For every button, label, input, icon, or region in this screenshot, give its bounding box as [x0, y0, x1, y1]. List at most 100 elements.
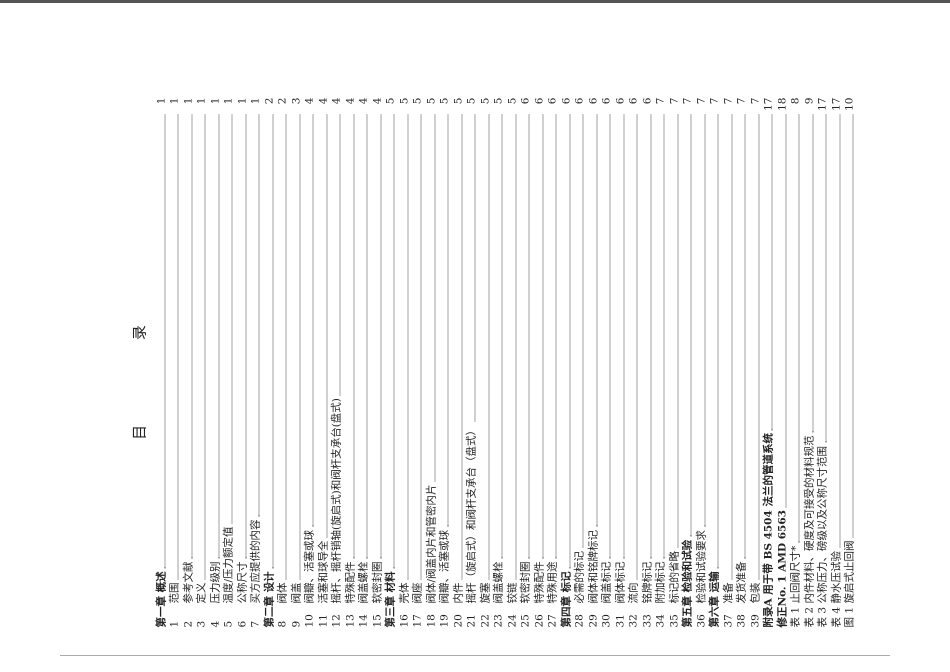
- toc-entry: 5 温度/压力额定值 1: [222, 98, 236, 628]
- toc-entry: 4 压力级别 1: [209, 98, 223, 628]
- entry-label: 阀盖螺栓: [357, 561, 370, 604]
- dot-leader: [852, 114, 854, 538]
- entry-label: 温度/压力额定值: [222, 526, 235, 604]
- toc-entry: 14 阀盖螺栓 4: [357, 98, 371, 628]
- toc-entry: 36 检验和试验要求 7: [695, 98, 709, 628]
- entry-page-number: 5: [398, 97, 410, 105]
- dot-leader: [339, 114, 341, 396]
- entry-page-number: 5: [506, 97, 518, 105]
- dot-leader: [380, 114, 381, 559]
- toc-entry: 表 2 内件材料、硬度及可接受的材料规范 9: [803, 98, 817, 628]
- entry-label: 附加标记: [654, 561, 667, 604]
- entry-page-number: 10: [843, 97, 856, 111]
- dot-leader: [326, 114, 327, 538]
- entry-label: 第四章 标记: [560, 571, 572, 628]
- entry-number: 21: [465, 614, 478, 628]
- dot-leader: [272, 114, 273, 569]
- entry-number: 7: [249, 620, 262, 628]
- entry-label: 内件: [452, 582, 464, 604]
- entry-label: 发货准备: [735, 561, 748, 604]
- entry-page-number: 6: [546, 97, 559, 105]
- toc-entry: 29 阀体和铭牌标记 6: [587, 98, 601, 628]
- toc-entry: 26 特殊配件 6: [533, 98, 547, 628]
- entry-page-number: 17: [830, 97, 842, 111]
- dot-leader: [650, 114, 651, 559]
- dot-leader: [231, 114, 233, 524]
- toc-entry: 28 必需的标记 6: [573, 98, 587, 628]
- dot-leader: [488, 114, 489, 580]
- toc-entry: 17 阀座 5: [411, 98, 425, 628]
- entry-number: 36: [695, 614, 707, 628]
- entry-label: 范围: [168, 582, 181, 604]
- entry-label: 流向: [627, 582, 640, 604]
- toc-chapter-entry: 第四章 标记 6: [560, 98, 574, 628]
- entry-page-number: 6: [587, 97, 599, 105]
- entry-number: 2: [182, 620, 194, 628]
- entry-number: 25: [519, 614, 532, 628]
- entry-label: 准备: [722, 582, 734, 604]
- entry-number: 表 1: [789, 606, 802, 628]
- toc-entry: 38 发货准备 7: [735, 98, 749, 628]
- entry-number: 31: [614, 614, 626, 628]
- dot-leader: [690, 114, 692, 537]
- entry-label: 公称压力、磅级以及公称尺寸范围: [816, 446, 829, 604]
- entry-number: 23: [492, 614, 505, 628]
- entry-number: 9: [290, 620, 302, 628]
- entry-page-number: 1: [236, 97, 248, 105]
- entry-label: 特殊配件: [344, 561, 356, 604]
- toc-entry: 11 活塞和球导全 4: [317, 98, 331, 628]
- toc-entry: 表 4 静水压试验 17: [830, 98, 844, 628]
- entry-label: 旋塞: [479, 582, 491, 604]
- entry-label: 公称尺寸: [236, 561, 248, 604]
- dot-leader: [366, 114, 368, 559]
- dot-leader: [623, 114, 624, 559]
- dot-leader: [353, 114, 354, 559]
- toc-entry: 23 阀盖螺栓 5: [492, 98, 506, 628]
- entry-page-number: 7: [749, 97, 761, 105]
- entry-label: 阀体/阀盖内片和管密内片: [425, 484, 437, 604]
- entry-page-number: 2: [263, 97, 275, 105]
- dot-leader: [731, 114, 732, 580]
- entry-label: 壳体: [398, 582, 410, 604]
- entry-page-number: 1: [195, 97, 208, 105]
- toc-entry: 9 阀盖 3: [290, 98, 304, 628]
- entry-page-number: 5: [492, 97, 505, 105]
- toc-entry: 25 软密封圈 6: [519, 98, 533, 628]
- dot-leader: [474, 114, 476, 422]
- entry-page-number: 3: [290, 97, 302, 105]
- entry-page-number: 6: [641, 97, 653, 105]
- entry-label: 阀体标记: [614, 561, 626, 604]
- entry-number: 5: [222, 620, 235, 628]
- toc-entry: 7 买方应提供的内容 1: [249, 98, 263, 628]
- toc-entry: 8 阀体 2: [276, 98, 290, 628]
- toc-entry: 16 壳体 5: [398, 98, 412, 628]
- entry-label: 特殊配件: [533, 561, 545, 604]
- toc-entry: 22 旋塞 5: [479, 98, 493, 628]
- toc-chapter-entry: 第五章 检验和试验 7: [681, 98, 695, 628]
- dot-leader: [758, 114, 759, 580]
- dot-leader: [596, 114, 597, 527]
- entry-label: 活塞和球导全: [317, 540, 329, 604]
- entry-number: 13: [344, 614, 356, 628]
- entry-number: 11: [317, 614, 329, 628]
- entry-label: 参考文献: [182, 561, 194, 604]
- dot-leader: [663, 114, 665, 559]
- dot-leader: [393, 114, 395, 569]
- entry-number: 38: [735, 614, 748, 628]
- dot-leader: [447, 114, 449, 527]
- entry-page-number: 6: [533, 97, 545, 105]
- toc-entry: 27 特殊用途 6: [546, 98, 560, 628]
- entry-number: 30: [600, 614, 613, 628]
- entry-number: 22: [479, 614, 491, 628]
- entry-number: 8: [276, 620, 289, 628]
- dot-leader: [798, 114, 800, 543]
- dot-leader: [528, 114, 530, 559]
- page-title: 目 录: [130, 285, 149, 440]
- entry-number: 10: [303, 614, 316, 628]
- entry-number: 4: [209, 620, 221, 628]
- entry-label: 阀盖: [290, 582, 302, 604]
- entry-page-number: 17: [816, 97, 829, 111]
- toc-entry: 31 阀体标记 6: [614, 98, 628, 628]
- entry-number: 20: [452, 614, 464, 628]
- entry-label: 软密封圈: [519, 561, 532, 604]
